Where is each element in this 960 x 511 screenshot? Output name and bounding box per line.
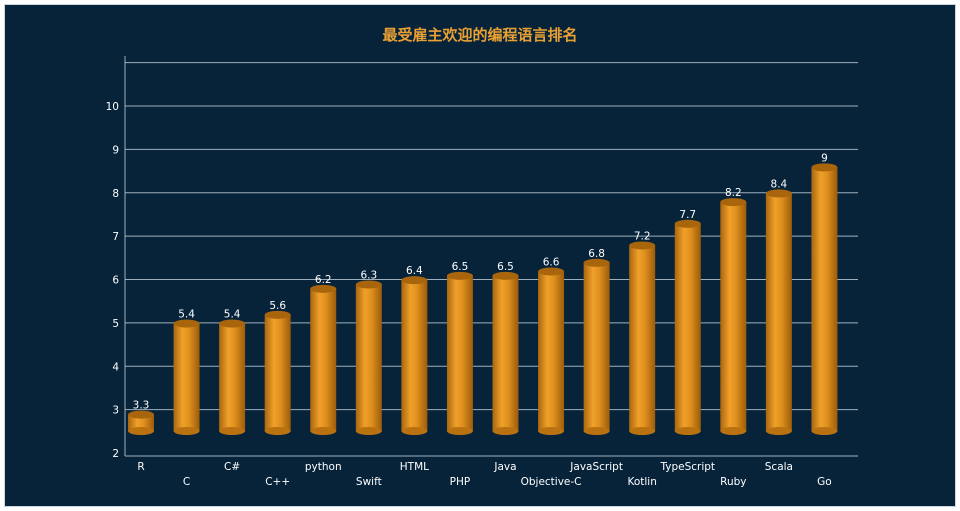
x-axis-ticks: R C C# C++ python Swift HTML PHP Java Objective-C…: [137, 461, 831, 488]
bar: [492, 271, 519, 435]
data-label: 5.4: [178, 309, 195, 321]
data-label: 6.5: [452, 261, 469, 273]
bar: [583, 258, 610, 435]
bar: [310, 284, 337, 435]
x-tick-label: Objective-C: [521, 476, 582, 488]
grid-lines: [125, 62, 858, 411]
data-label: 8.4: [771, 178, 788, 190]
data-label: 6.6: [543, 256, 560, 268]
x-tick-label: Go: [817, 476, 832, 488]
data-label: 9: [821, 152, 828, 164]
data-label: 3.3: [133, 400, 150, 412]
y-tick-label: 8: [112, 188, 119, 200]
axes: [124, 56, 858, 457]
chart-title: 最受雇主欢迎的编程语言排名: [382, 26, 577, 44]
bar: [811, 163, 838, 435]
data-label: 6.5: [497, 261, 514, 273]
data-label: 5.6: [269, 300, 286, 312]
data-label: 5.4: [224, 309, 241, 321]
x-tick-label: Ruby: [720, 476, 746, 488]
x-tick-label: C: [183, 476, 190, 488]
bar: [355, 280, 382, 435]
data-label: 7.7: [679, 209, 696, 221]
data-label: 6.8: [588, 248, 605, 260]
x-tick-label: R: [137, 461, 144, 473]
x-tick-label: TypeScript: [659, 461, 715, 473]
y-tick-label: 7: [112, 231, 119, 243]
data-label: 6.3: [360, 269, 377, 281]
bar: [264, 310, 291, 435]
y-tick-label: 9: [112, 144, 119, 156]
bar: [219, 319, 246, 435]
x-tick-label: python: [305, 461, 342, 473]
bar: [538, 267, 565, 435]
bar: [128, 410, 154, 435]
y-tick-label: 3: [112, 405, 119, 417]
bar: [674, 219, 701, 435]
data-label: 6.4: [406, 265, 423, 277]
bar: [629, 241, 656, 435]
y-tick-label: 10: [106, 101, 119, 113]
data-label: 8.2: [725, 187, 742, 199]
bars: 3.3 5.4 5.4 5.6 6.2 6.3 6.4 6.5 6.5 6.6 6.8 7.2 7.7 8…: [128, 152, 838, 435]
x-tick-label: C#: [224, 461, 240, 473]
x-tick-label: C++: [265, 476, 290, 488]
x-tick-label: Java: [493, 461, 516, 473]
x-tick-label: Swift: [356, 476, 382, 488]
y-tick-label: 4: [112, 361, 119, 373]
x-tick-label: HTML: [400, 461, 429, 473]
y-tick-label: 5: [112, 318, 119, 330]
data-label: 6.2: [315, 274, 332, 286]
bar: [401, 276, 428, 435]
x-tick-label: Scala: [765, 461, 793, 473]
data-label: 7.2: [634, 230, 651, 242]
y-axis-ticks: 2 3 4 5 6 7 8 9 10: [106, 101, 120, 460]
y-tick-label: 2: [112, 448, 119, 460]
bar: [446, 271, 473, 435]
x-tick-label: PHP: [450, 476, 471, 488]
bar-chart: 最受雇主欢迎的编程语言排名 2 3 4 5 6 7 8 9 10 3.3 5.4 5.4 5.6 6.2…: [106, 26, 858, 488]
bar: [720, 198, 747, 435]
bar: [765, 189, 792, 435]
x-tick-label: Kotlin: [627, 476, 656, 488]
y-tick-label: 6: [112, 275, 119, 287]
bar: [173, 319, 200, 435]
x-tick-label: JavaScript: [569, 461, 623, 473]
